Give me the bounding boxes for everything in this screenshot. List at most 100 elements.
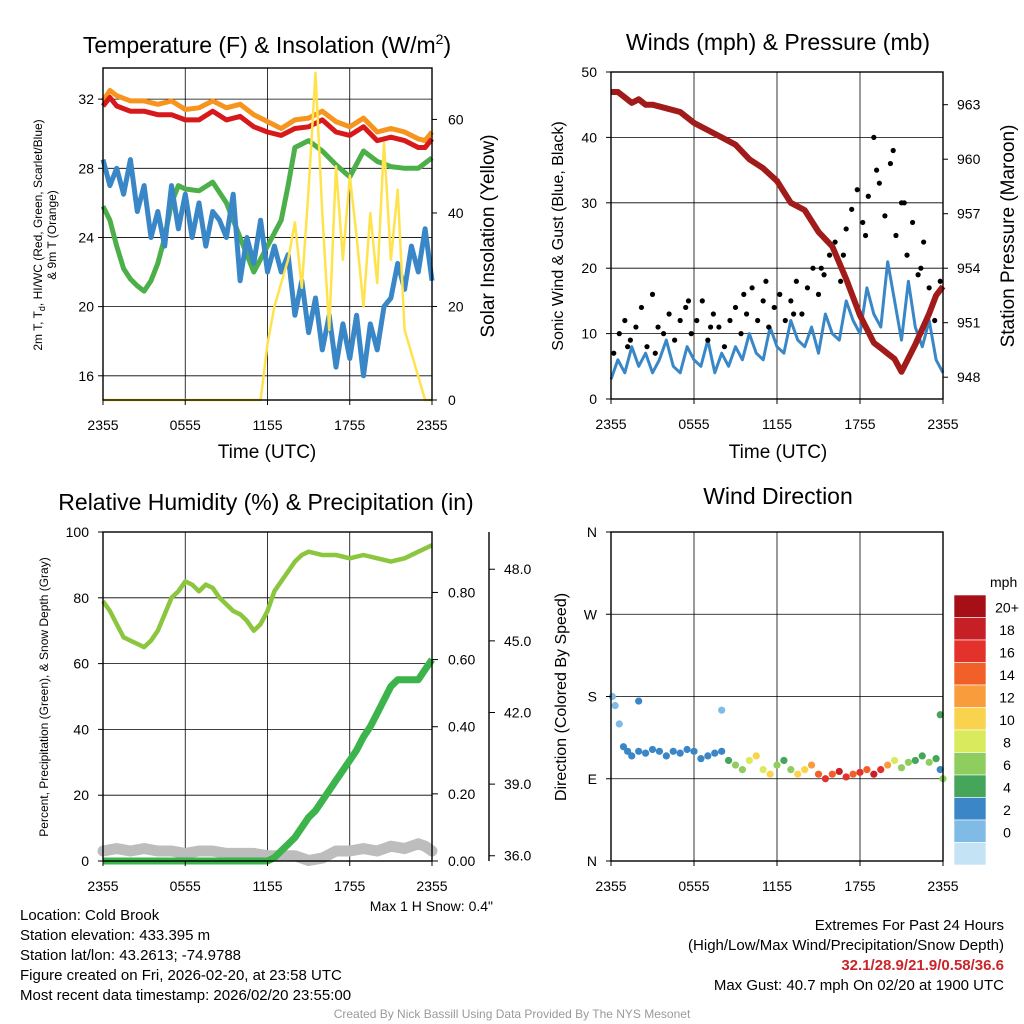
- direction-point: [877, 766, 885, 774]
- direction-point: [904, 758, 913, 766]
- direction-point: [718, 706, 726, 714]
- direction-point: [683, 745, 691, 754]
- colorbar-label: 6: [1003, 757, 1011, 773]
- x-tick-label: 2355: [595, 878, 626, 894]
- gust-point: [926, 285, 932, 291]
- chart-title: Relative Humidity (%) & Precipitation (i…: [58, 489, 473, 515]
- direction-point: [936, 711, 944, 719]
- gust-point: [627, 337, 633, 343]
- direction-point: [759, 766, 767, 774]
- chart-title-superscript: 2: [436, 31, 444, 47]
- y-tick-label: 30: [581, 195, 597, 211]
- gust-point: [644, 344, 650, 350]
- colorbar-swatch: [953, 594, 987, 618]
- direction-point: [932, 755, 940, 763]
- direction-point: [856, 768, 864, 776]
- y-tick-label: S: [588, 689, 597, 705]
- gust-point: [874, 167, 880, 173]
- wind-direction-panel: 2355 0555 1155 1755 2355 N E S W N Wind Direction D…: [553, 483, 1019, 894]
- direction-point: [814, 770, 823, 778]
- gust-point: [760, 298, 766, 304]
- y2-tick-label: 0.00: [448, 853, 475, 869]
- gust-point: [743, 311, 750, 317]
- direction-point: [801, 766, 809, 774]
- direction-point: [697, 755, 705, 763]
- gust-point: [832, 239, 838, 245]
- y-tick-label: 20: [73, 787, 89, 803]
- direction-point: [611, 702, 619, 710]
- gust-point: [810, 265, 816, 271]
- y-axis-label-part: 2m T, T: [31, 310, 45, 350]
- gust-point: [843, 226, 849, 232]
- colorbar-swatch: [953, 752, 987, 776]
- y-tick-label: W: [584, 606, 598, 622]
- gust-point: [890, 147, 896, 154]
- gust-point: [732, 304, 739, 311]
- chart-title: Winds (mph) & Pressure (mb): [626, 29, 930, 55]
- extremes-info: Extremes For Past 24 Hours (High/Low/Max…: [688, 916, 1004, 996]
- y-tick-label: 20: [78, 299, 94, 315]
- rh-series-group: [97, 543, 438, 866]
- y-tick-label: N: [587, 524, 597, 540]
- direction-series-group: [608, 692, 947, 783]
- y3-tick-label: 48.0: [504, 561, 531, 577]
- y-tick-label: N: [587, 853, 597, 869]
- gust-point: [666, 311, 672, 317]
- x-tick-label: 1155: [252, 878, 282, 894]
- series-line-sonic-wind: [609, 260, 945, 380]
- direction-point: [936, 766, 944, 774]
- direction-point: [911, 756, 919, 765]
- x-tick-label: 1755: [844, 416, 875, 432]
- gust-point: [685, 298, 692, 304]
- wind-grid: [610, 71, 944, 400]
- colorbar-swatch: [953, 819, 987, 843]
- direction-point: [641, 749, 650, 757]
- colorbar-label: 10: [999, 712, 1015, 728]
- gust-point: [860, 219, 866, 226]
- gust-point: [660, 331, 667, 337]
- extremes-title: Extremes For Past 24 Hours: [814, 917, 1004, 934]
- colorbar-swatch: [953, 639, 987, 663]
- gust-point: [611, 350, 617, 356]
- direction-point: [669, 747, 677, 755]
- direction-point: [828, 770, 836, 778]
- gust-point: [937, 278, 943, 284]
- y2-tick-label: 0.20: [448, 786, 475, 802]
- direction-point: [787, 766, 795, 774]
- x-axis-label: Time (UTC): [729, 442, 828, 463]
- gust-point: [721, 344, 728, 350]
- y2-axis-label: Solar Insolation (Yellow): [478, 134, 499, 337]
- dir-grid: [610, 531, 944, 862]
- colorbar-label: 16: [999, 645, 1015, 661]
- y-tick-label: 24: [78, 229, 94, 245]
- x-tick-label: 0555: [170, 878, 201, 894]
- y2-axis-label: Station Pressure (Maroon): [998, 125, 1019, 348]
- y2-tick-label: 957: [957, 206, 981, 222]
- latlon-text: Station lat/lon: 43.2613; -74.9788: [20, 947, 242, 964]
- y2-tick-label: 960: [957, 151, 981, 167]
- y-tick-label: 80: [73, 590, 89, 606]
- colorbar-title: mph: [990, 574, 1017, 590]
- direction-point: [835, 767, 843, 776]
- direction-point: [662, 752, 670, 760]
- winds-pressure-panel: 2355 0555 1155 1755 2355 0 10 20 30 40 50 948 951 954…: [550, 29, 1019, 463]
- colorbar-label: 12: [999, 690, 1015, 706]
- direction-point: [635, 747, 643, 755]
- direction-point: [619, 743, 628, 751]
- y-tick-label: 40: [73, 721, 89, 737]
- max-gust-text: Max Gust: 40.7 mph On 02/20 at 1900 UTC: [713, 977, 1004, 994]
- gust-point: [862, 232, 869, 239]
- direction-point: [655, 747, 664, 755]
- direction-point: [704, 752, 712, 760]
- humidity-precip-panel: 2355 0555 1155 1755 2355 0 20 40 60 80 100 0.00 0.20…: [37, 489, 531, 914]
- direction-point: [849, 770, 857, 778]
- gust-point: [893, 232, 899, 239]
- direction-point: [794, 770, 802, 778]
- direction-point: [780, 756, 788, 765]
- y-axis-label-part: , HI/WC (Red, Green, Scarlet/Blue): [31, 119, 45, 306]
- gust-point: [804, 285, 811, 291]
- speed-colorbar: mph 20+ 18 16 14 12 10 8 6 4 2 0: [953, 574, 1019, 866]
- series-line-relative-humidity: [101, 543, 433, 650]
- gust-point: [638, 304, 645, 311]
- direction-point: [635, 697, 643, 705]
